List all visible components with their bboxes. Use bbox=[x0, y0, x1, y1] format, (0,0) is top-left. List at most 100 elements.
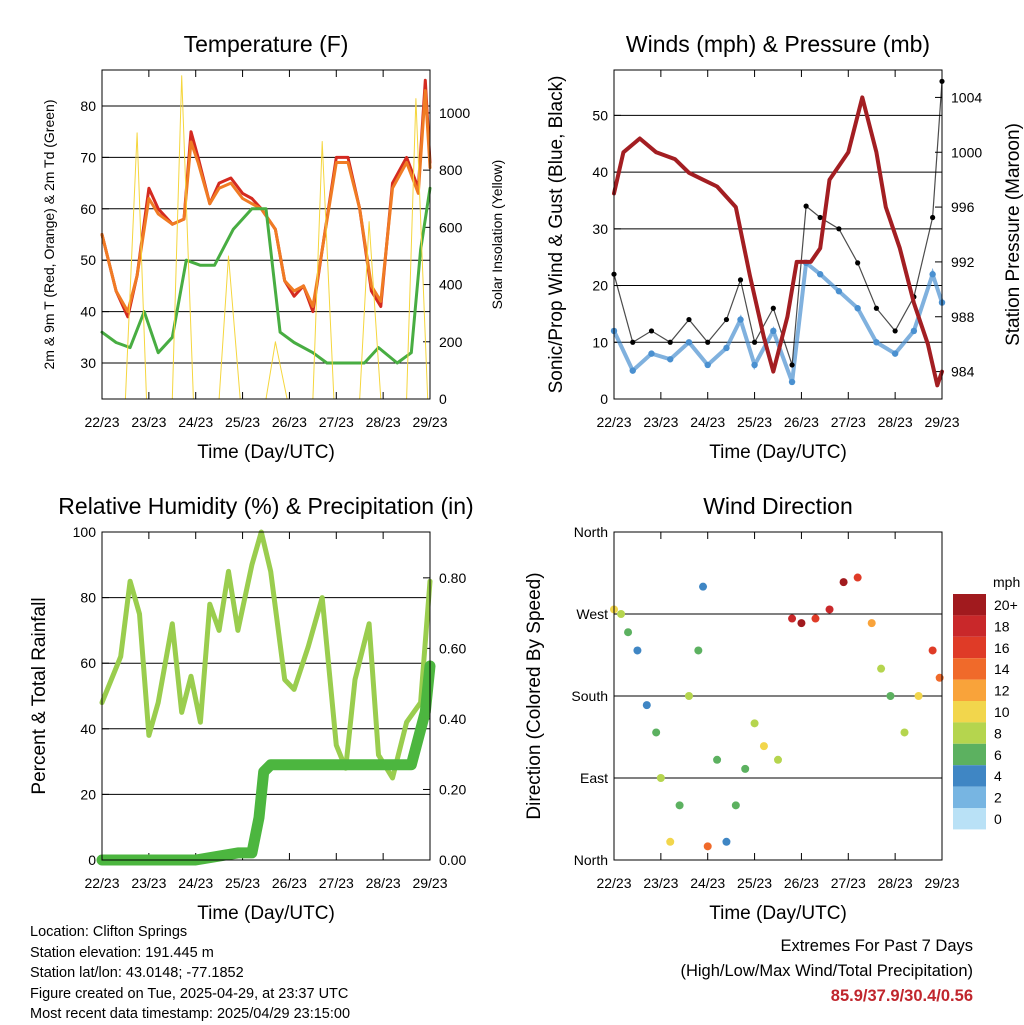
legend-label: 18 bbox=[994, 618, 1010, 634]
direction-point bbox=[675, 801, 684, 810]
x-tick-label: 25/23 bbox=[225, 414, 260, 430]
legend-swatch bbox=[953, 701, 986, 723]
x-tick-label: 29/23 bbox=[924, 875, 959, 891]
chart-panel-3: Relative Humidity (%) & Precipitation (i… bbox=[29, 493, 474, 924]
y2-tick-label: 0.60 bbox=[439, 640, 466, 656]
y2-tick-label: 0.20 bbox=[439, 781, 466, 797]
legend-swatch bbox=[953, 765, 986, 787]
extremes-summary: Extremes For Past 7 Days (High/Low/Max W… bbox=[680, 934, 973, 1009]
direction-point bbox=[914, 692, 923, 700]
legend-swatch bbox=[953, 743, 986, 766]
station-elevation: Station elevation: 191.445 m bbox=[30, 944, 214, 961]
x-tick-label: 24/23 bbox=[690, 414, 725, 430]
y2-tick-label: 996 bbox=[951, 199, 975, 215]
x-tick-label: 23/23 bbox=[643, 414, 678, 430]
direction-point bbox=[731, 801, 740, 810]
direction-point bbox=[642, 701, 651, 710]
legend-label: 6 bbox=[994, 747, 1002, 763]
legend-label: 4 bbox=[994, 768, 1002, 784]
x-tick-label: 24/23 bbox=[690, 875, 725, 891]
series-solar-insolation bbox=[124, 75, 429, 400]
y-tick-label: 20 bbox=[80, 786, 96, 802]
chart-panel-1: Temperature (F) Time (Day/UTC) 30 40 50 60 70 8… bbox=[41, 31, 505, 463]
x-tick-label: 25/23 bbox=[737, 414, 772, 430]
plot-frame bbox=[101, 531, 431, 861]
chart-title: Winds (mph) & Pressure (mb) bbox=[626, 31, 930, 57]
legend-label: 2 bbox=[994, 790, 1002, 806]
extremes-values: 85.9/37.9/30.4/0.56 bbox=[830, 987, 973, 1005]
x-tick-label: 29/23 bbox=[412, 414, 447, 430]
x-tick-label: 23/23 bbox=[131, 875, 166, 891]
y2-tick-label: 1000 bbox=[951, 144, 982, 160]
direction-point bbox=[788, 614, 797, 623]
y-tick-label: 100 bbox=[73, 524, 97, 540]
y-tick-label: 30 bbox=[80, 355, 96, 371]
y2-tick-label: 400 bbox=[439, 277, 463, 293]
series-sonic-prop-wind-trace bbox=[612, 259, 944, 383]
x-axis-label: Time (Day/UTC) bbox=[709, 903, 847, 924]
y2-tick-label: 988 bbox=[951, 309, 975, 325]
x-tick-label: 26/23 bbox=[784, 414, 819, 430]
x-tick-label: 28/23 bbox=[878, 875, 913, 891]
legend-label: 0 bbox=[994, 811, 1002, 827]
x-tick-label: 27/23 bbox=[319, 875, 354, 891]
y2-tick-label: 200 bbox=[439, 334, 463, 350]
x-tick-label: 27/23 bbox=[319, 414, 354, 430]
legend-label: 10 bbox=[994, 704, 1010, 720]
series-sonic-prop-wind bbox=[610, 259, 946, 386]
x-tick-label: 22/23 bbox=[596, 875, 631, 891]
series-gust bbox=[611, 78, 945, 368]
direction-point bbox=[713, 755, 722, 764]
chart-panel-4: Wind Direction Time (Day/UTC) North East Sou… bbox=[524, 493, 1020, 924]
y-tick-label: 50 bbox=[80, 252, 96, 268]
y-tick-label: 80 bbox=[80, 590, 96, 606]
x-axis-label: Time (Day/UTC) bbox=[709, 442, 847, 463]
chart-title: Temperature (F) bbox=[184, 31, 349, 57]
y2-tick-label: 0.40 bbox=[439, 711, 466, 727]
y-axis-label: Percent & Total Rainfall bbox=[29, 597, 50, 794]
direction-point bbox=[699, 582, 708, 591]
x-tick-label: 28/23 bbox=[366, 414, 401, 430]
station-info: Location: Clifton Springs Station elevat… bbox=[30, 922, 350, 1025]
direction-point bbox=[741, 764, 750, 773]
y-tick-label: South bbox=[571, 688, 608, 704]
y-tick-label: 70 bbox=[80, 149, 96, 165]
legend-title: mph bbox=[993, 574, 1020, 590]
y-tick-label: North bbox=[574, 524, 608, 540]
series-station-pressure bbox=[612, 95, 944, 388]
legend-swatch bbox=[953, 658, 986, 680]
x-tick-label: 26/23 bbox=[784, 875, 819, 891]
direction-point bbox=[652, 728, 661, 737]
x-tick-label: 27/23 bbox=[831, 875, 866, 891]
legend-label: 8 bbox=[994, 725, 1002, 741]
direction-point bbox=[633, 646, 642, 655]
direction-point bbox=[666, 837, 675, 846]
legend-label: 16 bbox=[994, 640, 1010, 656]
direction-point bbox=[853, 573, 862, 582]
legend-swatch bbox=[953, 722, 986, 744]
x-tick-label: 29/23 bbox=[412, 875, 447, 891]
x-tick-label: 25/23 bbox=[737, 875, 772, 891]
station-latlon: Station lat/lon: 43.0148; -77.1852 bbox=[30, 965, 244, 981]
direction-point bbox=[811, 614, 820, 623]
direction-point bbox=[928, 646, 937, 655]
legend-swatch bbox=[953, 786, 986, 808]
series-total-rainfall bbox=[96, 660, 436, 866]
x-tick-label: 24/23 bbox=[178, 414, 213, 430]
plot-frame bbox=[101, 69, 431, 400]
series-9m-t bbox=[100, 89, 432, 314]
direction-point bbox=[624, 628, 633, 637]
y-tick-label: 0 bbox=[600, 391, 608, 407]
direction-point bbox=[797, 619, 806, 628]
direction-point bbox=[825, 605, 834, 614]
y-axis-label: Sonic/Prop Wind & Gust (Blue, Black) bbox=[546, 76, 567, 394]
x-tick-label: 24/23 bbox=[178, 875, 213, 891]
y2-tick-label: 0.80 bbox=[439, 570, 466, 586]
y-tick-label: 20 bbox=[592, 278, 608, 294]
series-2m-t bbox=[100, 78, 432, 319]
y2-tick-label: 600 bbox=[439, 219, 463, 235]
direction-point bbox=[774, 755, 782, 764]
direction-point bbox=[867, 619, 876, 628]
direction-point bbox=[722, 837, 731, 846]
